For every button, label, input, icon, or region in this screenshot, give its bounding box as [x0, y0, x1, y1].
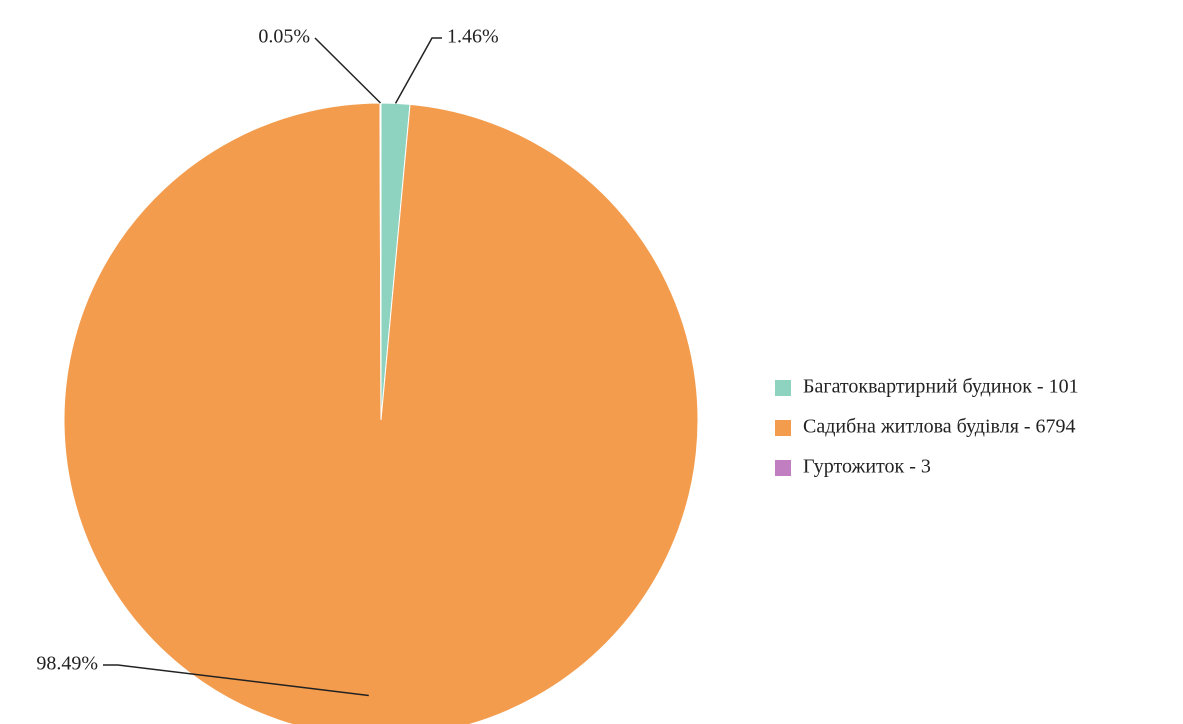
leader-line: [394, 37, 442, 104]
legend-swatch: [775, 380, 791, 396]
data-label: 98.49%: [36, 653, 98, 675]
legend-label: Багатоквартирний будинок - 101: [803, 376, 1079, 398]
legend-label: Гуртожиток - 3: [803, 456, 931, 478]
data-label: 1.46%: [447, 26, 499, 48]
data-label: 0.05%: [258, 26, 310, 48]
pie-slice: [63, 102, 699, 724]
leader-line: [103, 664, 369, 697]
legend-swatch: [775, 420, 791, 436]
leader-line: [314, 37, 382, 104]
legend-label: Садибна житлова будівля - 6794: [803, 416, 1076, 438]
legend-swatch: [775, 460, 791, 476]
